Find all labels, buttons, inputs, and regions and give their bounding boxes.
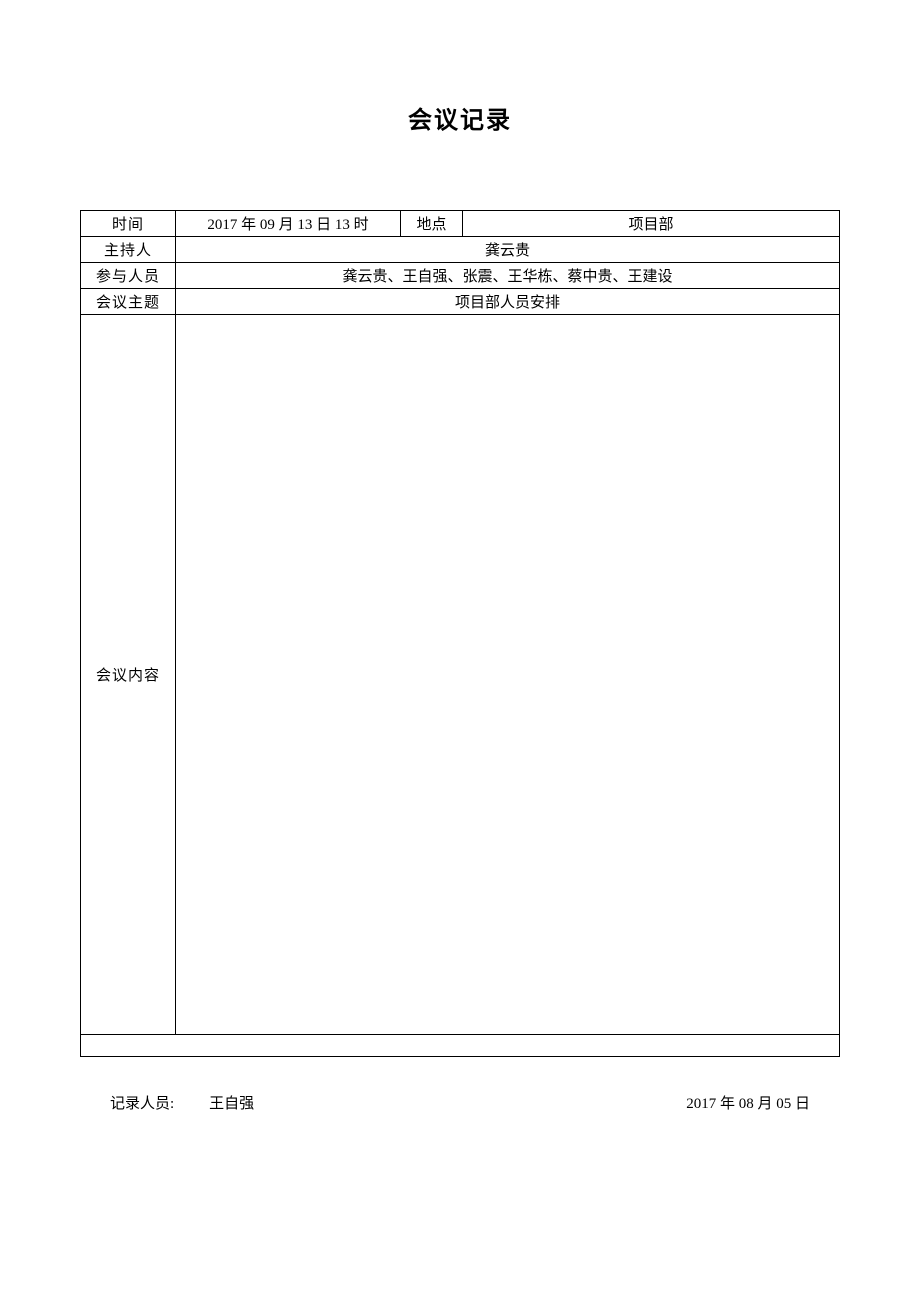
participants-value: 龚云贵、王自强、张震、王华栋、蔡中贵、王建设 — [176, 263, 840, 289]
topic-row: 会议主题 项目部人员安排 — [81, 289, 840, 315]
topic-value: 项目部人员安排 — [176, 289, 840, 315]
participants-row: 参与人员 龚云贵、王自强、张震、王华栋、蔡中贵、王建设 — [81, 263, 840, 289]
content-value — [176, 315, 840, 1035]
location-label: 地点 — [401, 211, 463, 237]
participants-label: 参与人员 — [81, 263, 176, 289]
host-row: 主持人 龚云贵 — [81, 237, 840, 263]
meeting-record-table: 时间 2017 年 09 月 13 日 13 时 地点 项目部 主持人 龚云贵 … — [80, 210, 840, 1057]
empty-cell — [81, 1035, 840, 1057]
content-row: 会议内容 — [81, 315, 840, 1035]
recorder-name: 王自强 — [209, 1092, 686, 1113]
time-value: 2017 年 09 月 13 日 13 时 — [176, 211, 401, 237]
location-value: 项目部 — [463, 211, 840, 237]
host-label: 主持人 — [81, 237, 176, 263]
time-label: 时间 — [81, 211, 176, 237]
host-value: 龚云贵 — [176, 237, 840, 263]
document-title: 会议记录 — [80, 100, 840, 135]
record-date: 2017 年 08 月 05 日 — [686, 1092, 810, 1113]
footer: 记录人员: 王自强 2017 年 08 月 05 日 — [80, 1092, 840, 1113]
topic-label: 会议主题 — [81, 289, 176, 315]
recorder-label: 记录人员: — [110, 1092, 174, 1113]
empty-row — [81, 1035, 840, 1057]
time-location-row: 时间 2017 年 09 月 13 日 13 时 地点 项目部 — [81, 211, 840, 237]
content-label: 会议内容 — [81, 315, 176, 1035]
